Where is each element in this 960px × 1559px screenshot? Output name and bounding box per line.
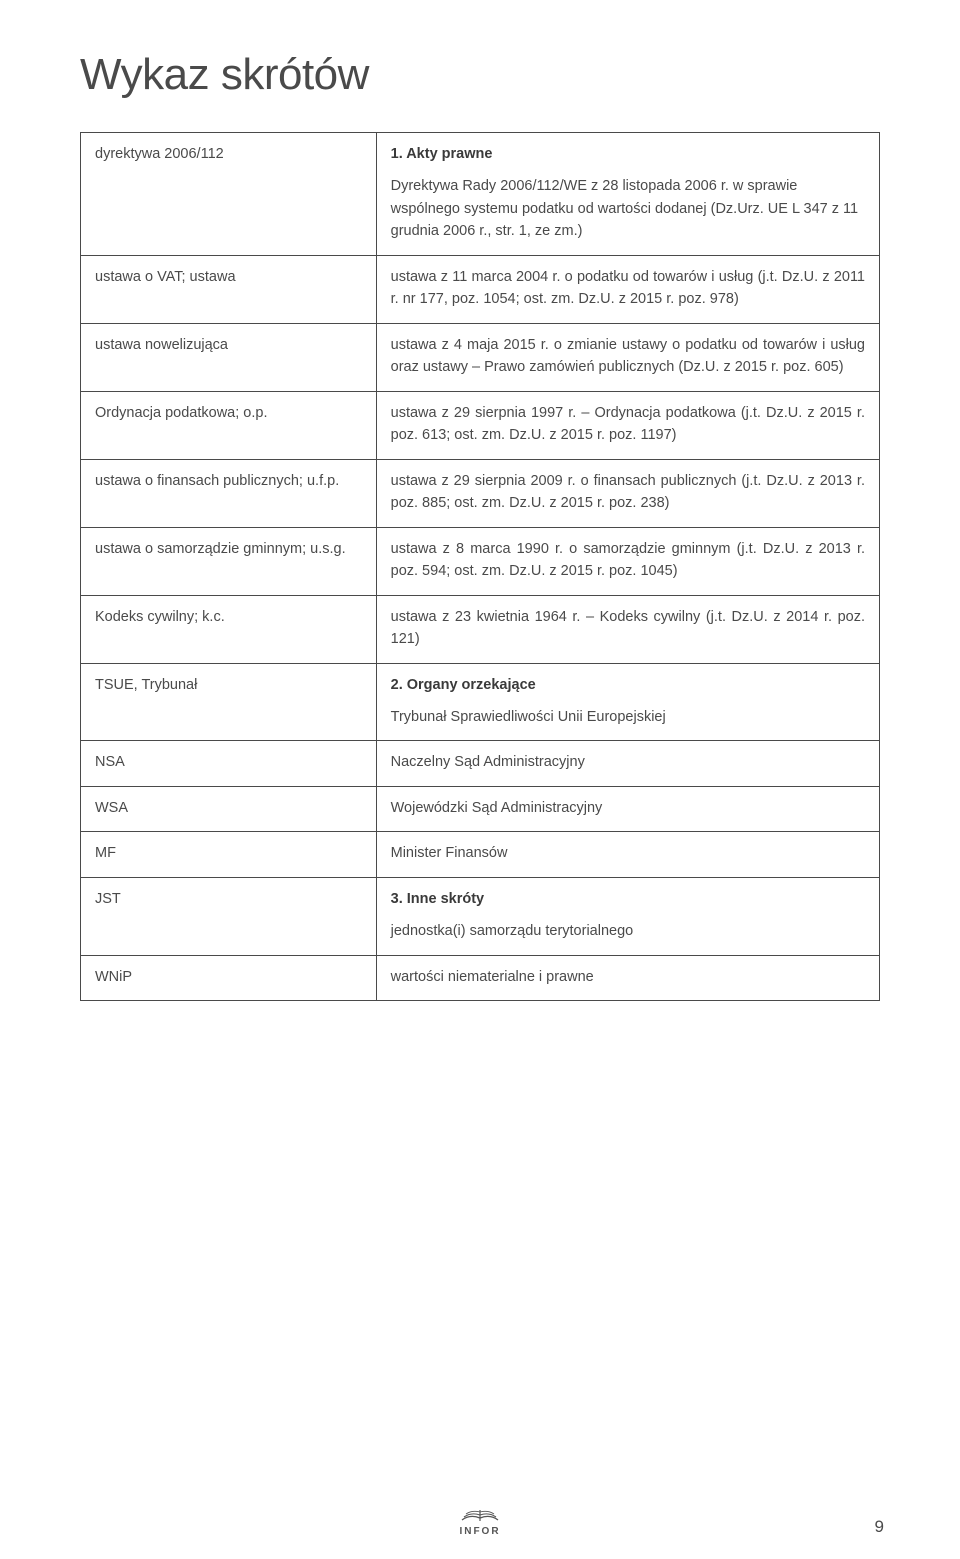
table-row: ustawa o finansach publicznych; u.f.p. u… [81,459,880,527]
cell-left: dyrektywa 2006/112 [81,133,377,256]
cell-left: ustawa o finansach publicznych; u.f.p. [81,459,377,527]
cell-right: ustawa z 4 maja 2015 r. o zmianie ustawy… [376,323,879,391]
cell-left: Ordynacja podatkowa; o.p. [81,391,377,459]
cell-right: Wojewódzki Sąd Administracyjny [376,786,879,831]
abbreviations-table: dyrektywa 2006/112 1. Akty prawne Dyrekt… [80,132,880,1001]
cell-right: 3. Inne skróty jednostka(i) samorządu te… [376,877,879,955]
cell-left: NSA [81,741,377,786]
cell-left: ustawa o VAT; ustawa [81,255,377,323]
cell-right: ustawa z 29 sierpnia 1997 r. – Ordynacja… [376,391,879,459]
cell-left: MF [81,832,377,877]
table-row: TSUE, Trybunał 2. Organy orzekające Tryb… [81,663,880,741]
table-row: dyrektywa 2006/112 1. Akty prawne Dyrekt… [81,133,880,256]
cell-right: ustawa z 29 sierpnia 2009 r. o finansach… [376,459,879,527]
cell-right: ustawa z 23 kwietnia 1964 r. – Kodeks cy… [376,595,879,663]
table-row: ustawa o VAT; ustawa ustawa z 11 marca 2… [81,255,880,323]
table-row: WNiP wartości niematerialne i prawne [81,955,880,1000]
cell-text: Dyrektywa Rady 2006/112/WE z 28 listopad… [391,178,858,239]
page-number: 9 [875,1517,884,1537]
cell-right: wartości niematerialne i prawne [376,955,879,1000]
publisher-logo: INFOR [458,1504,502,1537]
cell-left: ustawa nowelizująca [81,323,377,391]
section-heading: 1. Akty prawne [391,143,865,165]
table-row: MF Minister Finansów [81,832,880,877]
cell-right: ustawa z 11 marca 2004 r. o podatku od t… [376,255,879,323]
cell-text: jednostka(i) samorządu terytorialnego [391,923,634,939]
table-row: Kodeks cywilny; k.c. ustawa z 23 kwietni… [81,595,880,663]
section-heading: 2. Organy orzekające [391,674,865,696]
cell-left: Kodeks cywilny; k.c. [81,595,377,663]
cell-left: JST [81,877,377,955]
cell-left: WSA [81,786,377,831]
cell-right: Minister Finansów [376,832,879,877]
cell-left: TSUE, Trybunał [81,663,377,741]
cell-left: WNiP [81,955,377,1000]
book-icon [458,1504,502,1524]
page-title: Wykaz skrótów [80,50,880,100]
table-row: NSA Naczelny Sąd Administracyjny [81,741,880,786]
cell-right: ustawa z 8 marca 1990 r. o samorządzie g… [376,527,879,595]
table-row: Ordynacja podatkowa; o.p. ustawa z 29 si… [81,391,880,459]
cell-right: 1. Akty prawne Dyrektywa Rady 2006/112/W… [376,133,879,256]
cell-left: ustawa o samorządzie gminnym; u.s.g. [81,527,377,595]
section-heading: 3. Inne skróty [391,888,865,910]
table-row: ustawa o samorządzie gminnym; u.s.g. ust… [81,527,880,595]
table-row: JST 3. Inne skróty jednostka(i) samorząd… [81,877,880,955]
cell-text: Trybunał Sprawiedliwości Unii Europejski… [391,709,666,725]
publisher-name: INFOR [458,1526,502,1537]
cell-right: Naczelny Sąd Administracyjny [376,741,879,786]
table-row: ustawa nowelizująca ustawa z 4 maja 2015… [81,323,880,391]
cell-right: 2. Organy orzekające Trybunał Sprawiedli… [376,663,879,741]
table-row: WSA Wojewódzki Sąd Administracyjny [81,786,880,831]
